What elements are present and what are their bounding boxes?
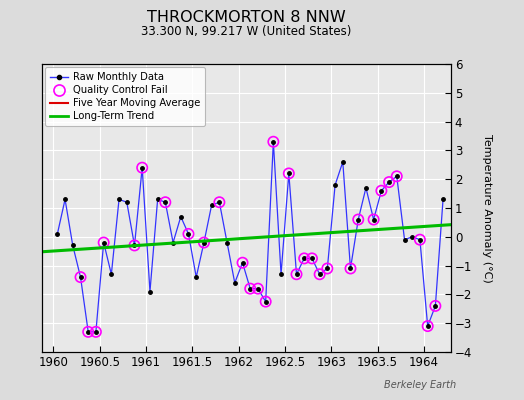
Text: THROCKMORTON 8 NNW: THROCKMORTON 8 NNW (147, 10, 346, 25)
Point (238, 260, 247, 266)
Point (369, 216, 378, 223)
Point (416, 236, 424, 243)
Point (161, 199, 170, 206)
Point (92, 329, 100, 335)
Point (184, 231, 193, 237)
Text: Berkeley Earth: Berkeley Earth (384, 380, 456, 390)
Point (308, 255, 316, 262)
Point (285, 170, 293, 177)
Point (392, 173, 401, 180)
Point (215, 199, 224, 206)
Point (292, 271, 301, 278)
Point (385, 179, 394, 185)
Point (254, 286, 262, 292)
Point (77, 274, 85, 280)
Point (138, 164, 146, 171)
Point (300, 255, 309, 262)
Point (200, 239, 208, 246)
Point (261, 298, 270, 305)
Point (130, 242, 139, 249)
Point (354, 216, 363, 223)
Point (246, 286, 255, 292)
Point (323, 265, 332, 272)
Point (346, 265, 355, 272)
Point (377, 188, 386, 194)
Point (423, 323, 432, 329)
Point (431, 303, 440, 309)
Point (269, 138, 278, 145)
Y-axis label: Temperature Anomaly (°C): Temperature Anomaly (°C) (482, 134, 492, 282)
Legend: Raw Monthly Data, Quality Control Fail, Five Year Moving Average, Long-Term Tren: Raw Monthly Data, Quality Control Fail, … (45, 67, 205, 126)
Text: 33.300 N, 99.217 W (United States): 33.300 N, 99.217 W (United States) (141, 25, 352, 38)
Point (315, 271, 324, 278)
Point (84, 329, 92, 335)
Point (100, 239, 108, 246)
